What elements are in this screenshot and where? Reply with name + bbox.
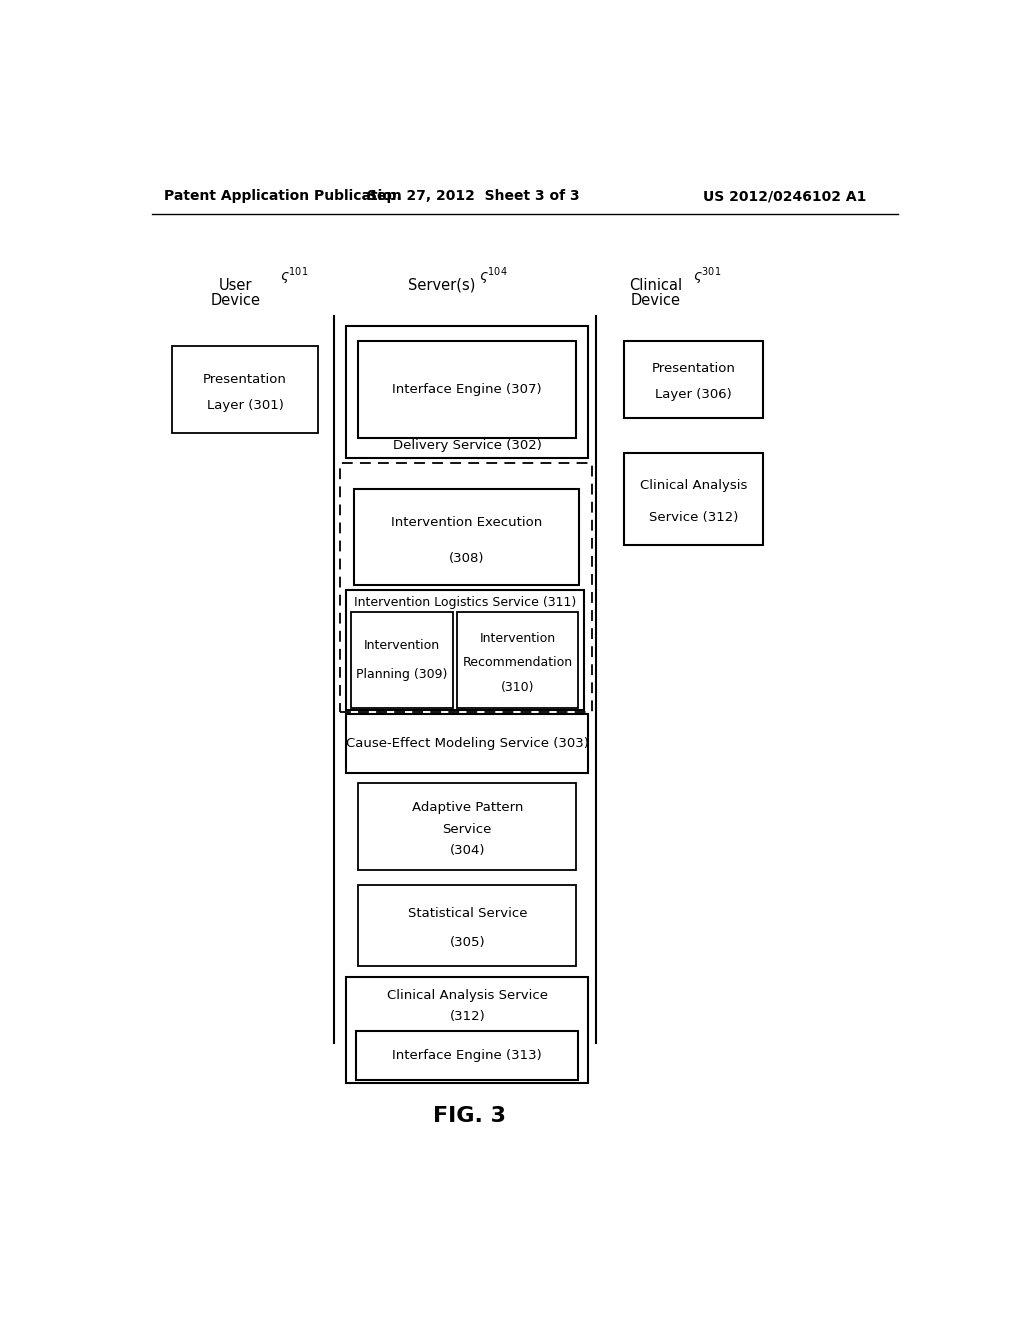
Bar [355,1031,578,1080]
Text: Sep. 27, 2012  Sheet 3 of 3: Sep. 27, 2012 Sheet 3 of 3 [367,189,580,203]
Bar [358,886,577,966]
Text: Layer (301): Layer (301) [207,399,284,412]
Bar [358,784,577,870]
Text: (304): (304) [450,845,485,858]
Text: Clinical Analysis Service: Clinical Analysis Service [387,989,548,1002]
Text: Intervention: Intervention [364,639,440,652]
Text: Delivery Service (302): Delivery Service (302) [393,438,542,451]
Text: (305): (305) [450,936,485,949]
Text: $\mathit{\varsigma}^{101}$: $\mathit{\varsigma}^{101}$ [281,265,309,288]
Bar [346,590,585,710]
Bar [358,342,577,438]
Bar [346,326,588,458]
Text: (308): (308) [449,552,484,565]
Bar [351,611,453,709]
Text: Adaptive Pattern: Adaptive Pattern [412,801,523,814]
Text: Clinical: Clinical [629,279,682,293]
Text: Device: Device [210,293,260,308]
Text: Presentation: Presentation [651,362,735,375]
Text: (312): (312) [450,1010,485,1023]
Text: FIG. 3: FIG. 3 [433,1106,506,1126]
Text: $\mathit{\varsigma}^{104}$: $\mathit{\varsigma}^{104}$ [478,265,508,288]
Text: Clinical Analysis: Clinical Analysis [640,479,748,491]
Text: Interface Engine (313): Interface Engine (313) [392,1049,542,1063]
Text: Device: Device [631,293,681,308]
Text: Intervention Execution: Intervention Execution [391,516,542,529]
Text: (310): (310) [501,681,535,693]
Text: $\mathit{\varsigma}^{301}$: $\mathit{\varsigma}^{301}$ [693,265,722,288]
Bar [346,714,588,774]
Bar [624,342,763,417]
Text: Service: Service [442,822,492,836]
Text: Presentation: Presentation [203,372,287,385]
Bar [354,488,579,585]
Text: US 2012/0246102 A1: US 2012/0246102 A1 [702,189,866,203]
Bar [624,453,763,545]
Text: Statistical Service: Statistical Service [408,907,527,920]
Text: Patent Application Publication: Patent Application Publication [164,189,401,203]
Text: User: User [218,279,252,293]
Text: Cause-Effect Modeling Service (303): Cause-Effect Modeling Service (303) [346,738,589,750]
Text: Planning (309): Planning (309) [356,668,447,681]
Bar [172,346,318,433]
Bar [458,611,578,709]
Text: Service (312): Service (312) [649,511,738,524]
Text: Interface Engine (307): Interface Engine (307) [392,383,542,396]
Text: Intervention: Intervention [479,632,556,645]
Bar [340,463,592,713]
Text: Intervention Logistics Service (311): Intervention Logistics Service (311) [354,597,577,609]
Text: Recommendation: Recommendation [463,656,572,669]
Text: Layer (306): Layer (306) [655,388,732,401]
Text: Server(s): Server(s) [408,279,475,293]
Bar [346,977,588,1084]
